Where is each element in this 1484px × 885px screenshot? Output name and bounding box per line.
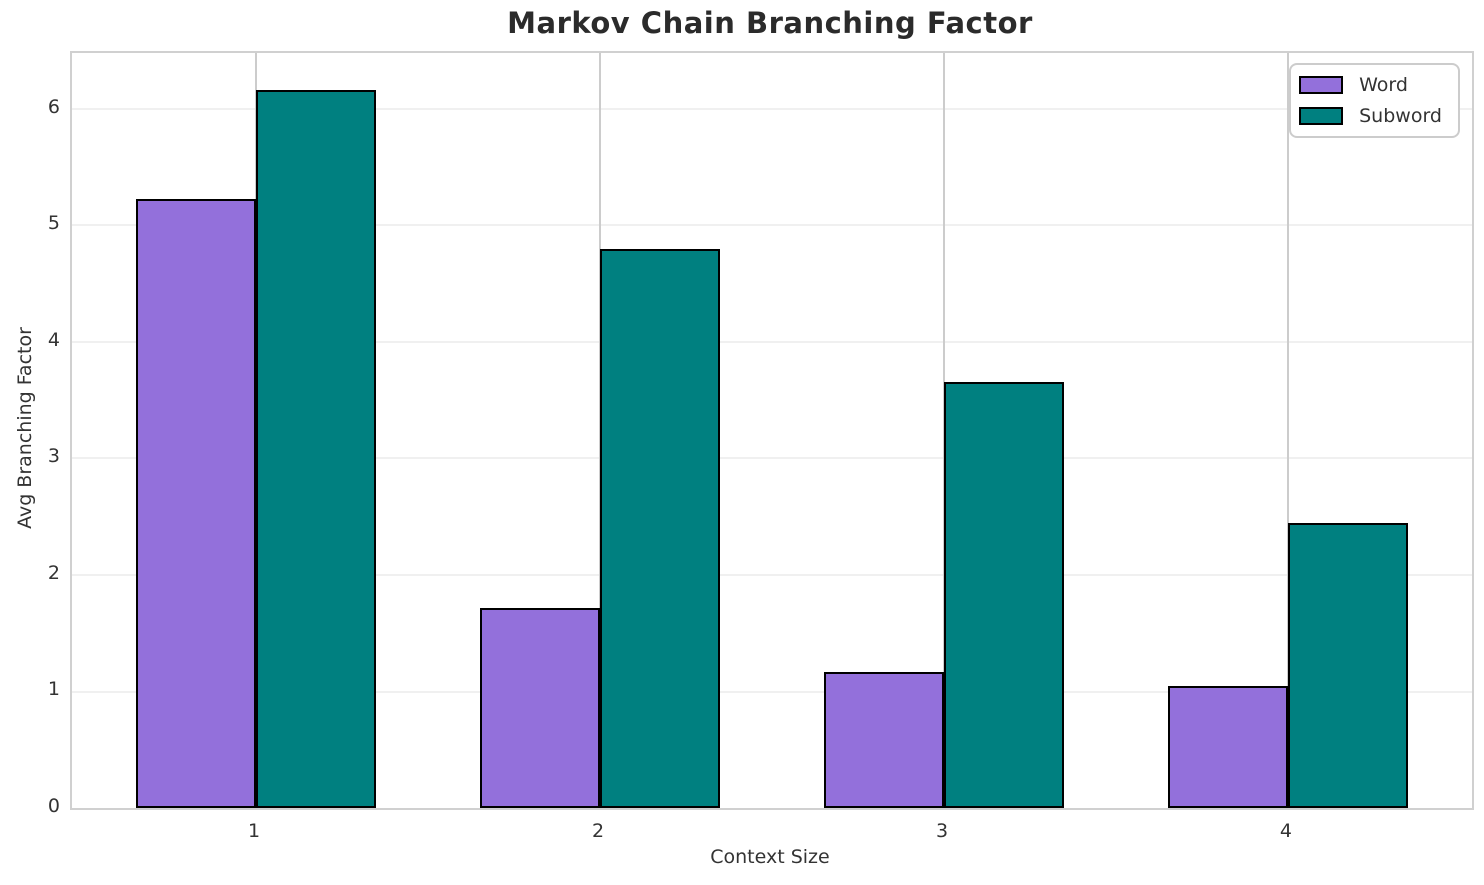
x-tick-label: 3	[935, 820, 949, 842]
bar-word-3	[823, 671, 944, 808]
gridline-vertical	[1286, 53, 1289, 808]
y-tick-label: 1	[47, 678, 60, 701]
bar-subword-3	[943, 381, 1065, 808]
legend: Word Subword	[1289, 63, 1460, 138]
legend-swatch-word	[1299, 76, 1344, 94]
x-tick-label: 2	[591, 820, 605, 842]
bar-word-4	[1167, 685, 1288, 808]
bar-word-2	[479, 607, 600, 808]
y-tick-label: 5	[47, 212, 60, 235]
bar-subword-2	[600, 248, 721, 808]
y-tick-label: 3	[47, 445, 60, 468]
y-tick-label: 6	[47, 95, 60, 118]
y-tick-label: 0	[47, 795, 60, 817]
gridline-horizontal	[72, 573, 1472, 576]
gridline-horizontal	[72, 224, 1472, 227]
gridline-horizontal	[72, 340, 1472, 343]
legend-item: Subword	[1299, 105, 1442, 127]
legend-item: Word	[1299, 74, 1442, 96]
bar-subword-1	[256, 90, 377, 808]
y-tick-label: 2	[47, 561, 60, 584]
gridline-horizontal	[72, 457, 1472, 460]
legend-label: Word	[1359, 74, 1408, 96]
chart-title: Markov Chain Branching Factor	[507, 6, 1033, 40]
gridline-horizontal	[72, 107, 1472, 110]
x-tick-label: 4	[1279, 820, 1293, 842]
bar-subword-4	[1287, 522, 1409, 808]
y-tick-label: 4	[47, 328, 60, 351]
y-axis-label: Avg Branching Factor	[14, 327, 36, 529]
x-tick-label: 1	[247, 820, 261, 842]
legend-label: Subword	[1359, 105, 1442, 127]
bar-word-1	[135, 198, 257, 808]
plot-area	[70, 51, 1474, 810]
legend-swatch-subword	[1299, 107, 1344, 125]
x-axis-label: Context Size	[710, 846, 830, 868]
gridline-horizontal	[72, 690, 1472, 693]
